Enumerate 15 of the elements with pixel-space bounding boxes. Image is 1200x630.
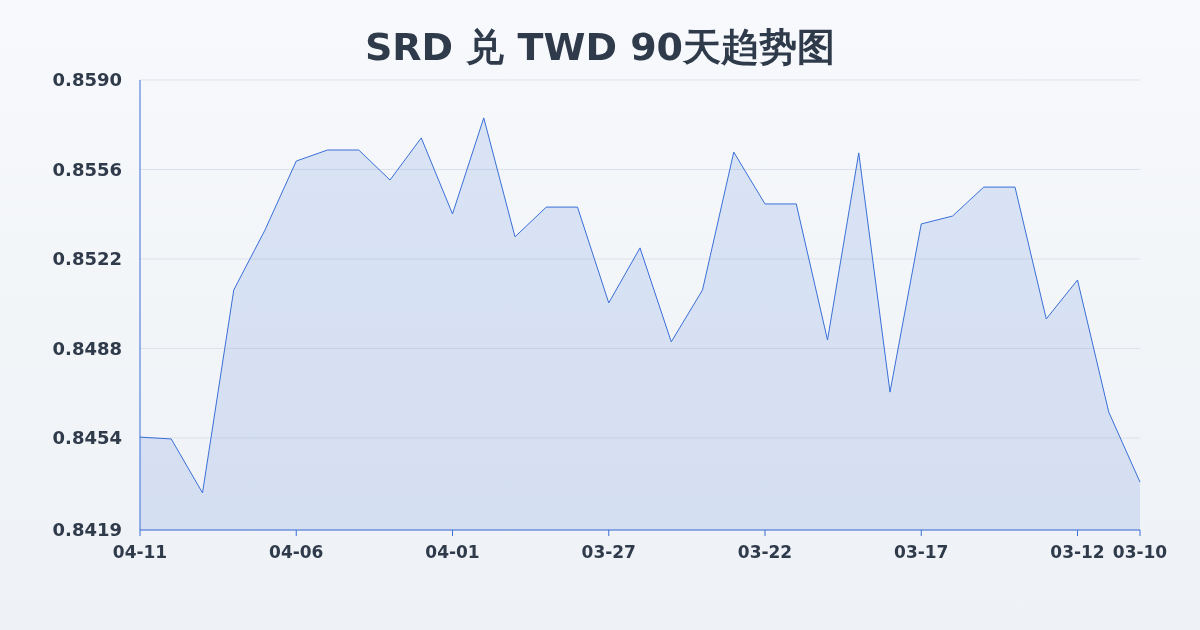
x-tick-label: 03-10: [1112, 542, 1168, 562]
chart-title: SRD 兑 TWD 90天趋势图: [364, 25, 836, 69]
x-tick-label: 03-27: [581, 542, 636, 562]
x-tick-label: 03-12: [1050, 542, 1105, 562]
y-tick-label: 0.8454: [52, 427, 122, 449]
y-tick-label: 0.8522: [52, 248, 122, 270]
y-tick-label: 0.8419: [52, 519, 122, 541]
x-tick-label: 04-06: [269, 542, 324, 562]
x-tick-label: 03-17: [894, 542, 949, 562]
y-tick-label: 0.8556: [52, 158, 122, 180]
x-tick-label: 03-22: [737, 542, 793, 562]
y-tick-label: 0.8590: [52, 69, 122, 91]
y-tick-label: 0.8488: [52, 337, 122, 359]
x-tick-label: 04-01: [425, 542, 480, 562]
x-tick-label: 04-11: [112, 542, 168, 562]
